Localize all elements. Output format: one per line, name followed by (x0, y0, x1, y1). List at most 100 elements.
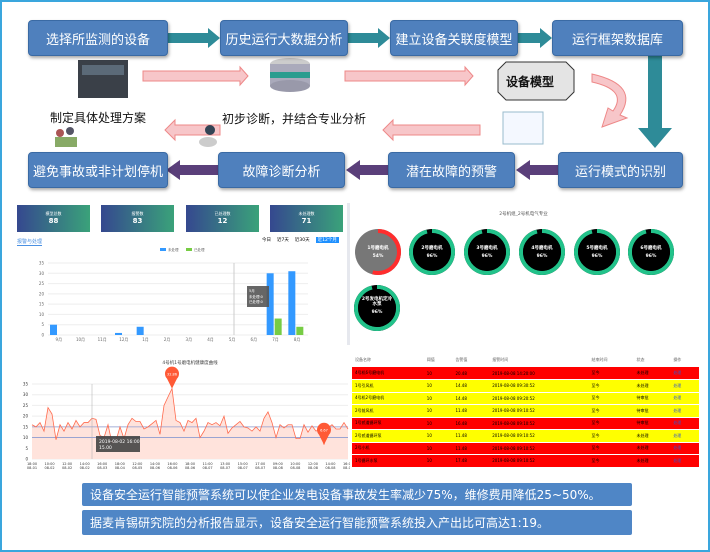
handle-link[interactable]: 处理 (673, 370, 682, 375)
gauge-4[interactable]: 4号磨电机 96% (519, 229, 565, 275)
gauge-name: 6号磨电机 (640, 246, 662, 251)
table-cell: 待审批 (636, 407, 649, 413)
table-cell: 2019-08-08 09:10:52 (492, 445, 535, 451)
gauge-value: 96% (427, 253, 438, 259)
table-cell: 未处理 (636, 432, 649, 438)
table-cell: 2019-08-08 09:10:52 (492, 420, 535, 426)
table-cell: 至今 (591, 407, 600, 413)
handle-link[interactable]: 处理 (673, 382, 682, 388)
x-tick-label: 15:00 08-07 (238, 462, 248, 470)
range-today[interactable]: 今日 (262, 238, 271, 243)
gauge-name: 5号磨电机 (586, 246, 608, 251)
gauge-2[interactable]: 2号磨电机 96% (409, 229, 455, 275)
table-cell: 14.48 (455, 383, 467, 389)
handle-link[interactable]: 处理 (673, 395, 682, 401)
flow-step-build-model: 建立设备关联度模型 (390, 20, 518, 56)
y-tick-label: 5 (25, 446, 28, 451)
gauge-value: 96% (372, 309, 383, 315)
gauge-value: 96% (646, 253, 657, 259)
handle-link[interactable]: 处理 (673, 407, 682, 413)
gauge-panel: 2号机组_2号机电气专业 (347, 203, 697, 345)
tab-alarm-handling[interactable]: 报警与处理 (17, 239, 43, 246)
gauge-name: 2号发电机定冷水泵 (361, 297, 393, 307)
handle-link[interactable]: 处理 (673, 445, 682, 451)
gauge-arc (409, 229, 455, 275)
kpi-model-total: 模型总数 88 (17, 205, 90, 232)
table-cell: 17.48 (455, 458, 467, 464)
x-tick-label: 17:00 08-07 (255, 462, 265, 470)
table-cell: 10 (426, 370, 432, 376)
bar-unhandled (288, 271, 296, 335)
x-tick-label: 18:00 08-01 (27, 462, 37, 470)
column-header: 设备名称 (355, 357, 371, 362)
x-tick-label: 2月 (164, 337, 171, 342)
y-tick-label: 25 (23, 403, 29, 408)
table-cell: 10 (426, 408, 432, 414)
table-cell: 4号机6号磨电机 (355, 370, 385, 375)
handle-link[interactable]: 处理 (673, 457, 682, 463)
x-tick-label: 10:00 08-08 (290, 462, 300, 470)
y-tick-label: 0 (41, 333, 44, 338)
gauge-value: 96% (482, 253, 493, 259)
y-tick-label: 30 (39, 271, 45, 276)
table-cell: 至今 (591, 420, 600, 426)
table-row: 1号引风机 10 14.48 2019-08-08 09:30:52 至今 未处理 处理 (352, 379, 699, 392)
svg-text:5月: 5月 (249, 288, 255, 293)
handle-link[interactable]: 处理 (673, 432, 682, 438)
gauge-arc (628, 229, 674, 275)
svg-text:已处理:0: 已处理:0 (249, 299, 263, 304)
table-row: 1号贰道循环泵 10 16.48 2019-08-08 09:10:52 至今 待审批 处理 (352, 417, 699, 430)
table-cell: 4号机2号磨电机 (355, 395, 385, 401)
x-tick-label: 12:00 08-02 (62, 462, 72, 470)
marker-pin: 6.67 (317, 422, 331, 445)
gauge-5[interactable]: 5号磨电机 96% (574, 229, 620, 275)
svg-text:2019-08-02 16:00: 2019-08-02 16:00 (99, 439, 140, 445)
y-tick-label: 35 (39, 261, 45, 266)
legend-label: 已处理 (194, 247, 205, 252)
bar-handled (296, 326, 304, 335)
table-cell: 2019-08-08 09:10:52 (492, 408, 535, 414)
x-tick-label: 14:00 08-06 (150, 462, 160, 470)
gauge-1[interactable]: 1号磨电机 54% (355, 229, 401, 275)
gauge-7[interactable]: 2号发电机定冷水泵 96% (354, 285, 400, 331)
table-cell: 10 (426, 395, 432, 401)
gauge-name: 2号磨电机 (421, 246, 443, 251)
table-cell: 未处理 (636, 457, 649, 463)
table-cell: 未处理 (636, 382, 649, 388)
table-cell: 10 (426, 420, 432, 426)
gauge-name: 1号磨电机 (367, 246, 389, 251)
gauge-6[interactable]: 6号磨电机 96% (628, 229, 674, 275)
bar-unhandled (115, 332, 122, 335)
range-30d[interactable]: 近30天 (294, 238, 310, 243)
x-tick-label: 11:00 08-07 (202, 462, 212, 470)
column-header: 阈值 (426, 357, 435, 362)
y-tick-label: 35 (23, 382, 29, 387)
range-12m[interactable]: 近12个月 (315, 237, 339, 243)
x-tick-label: 7月 (272, 337, 279, 342)
gauge-value: 96% (592, 253, 603, 259)
gauge-value: 96% (537, 253, 548, 259)
y-tick-label: 30 (23, 392, 29, 397)
table-cell: 1号引风机 (355, 382, 374, 388)
svg-text:32.86: 32.86 (167, 373, 177, 377)
gauge-3[interactable]: 3号磨电机 96% (464, 229, 510, 275)
software-screenshot-icon (502, 111, 544, 145)
y-tick-label: 5 (41, 322, 44, 327)
device-model-label: 设备模型 (506, 75, 555, 89)
table-cell: 10 (426, 458, 432, 464)
table-cell: 14.48 (455, 395, 467, 401)
flow-step-history-analysis: 历史运行大数据分析 (220, 20, 348, 56)
bar-unhandled (136, 326, 144, 335)
table-cell: 待审批 (636, 420, 649, 426)
x-tick-label: 1月 (142, 337, 149, 342)
table-cell: 2号小机 (355, 445, 370, 451)
note-accident-reduction: 设备安全运行智能预警系统可以使企业发电设备事故发生率减少75%，维修费用降低25… (82, 483, 632, 506)
table-cell: 10 (426, 445, 432, 451)
legend-swatch (186, 248, 192, 251)
table-cell: 待审批 (636, 395, 649, 401)
bar-handled (274, 318, 282, 335)
gauge-name: 4号磨电机 (531, 246, 553, 251)
range-7d[interactable]: 近7天 (277, 238, 289, 243)
handle-link[interactable]: 处理 (673, 420, 682, 426)
